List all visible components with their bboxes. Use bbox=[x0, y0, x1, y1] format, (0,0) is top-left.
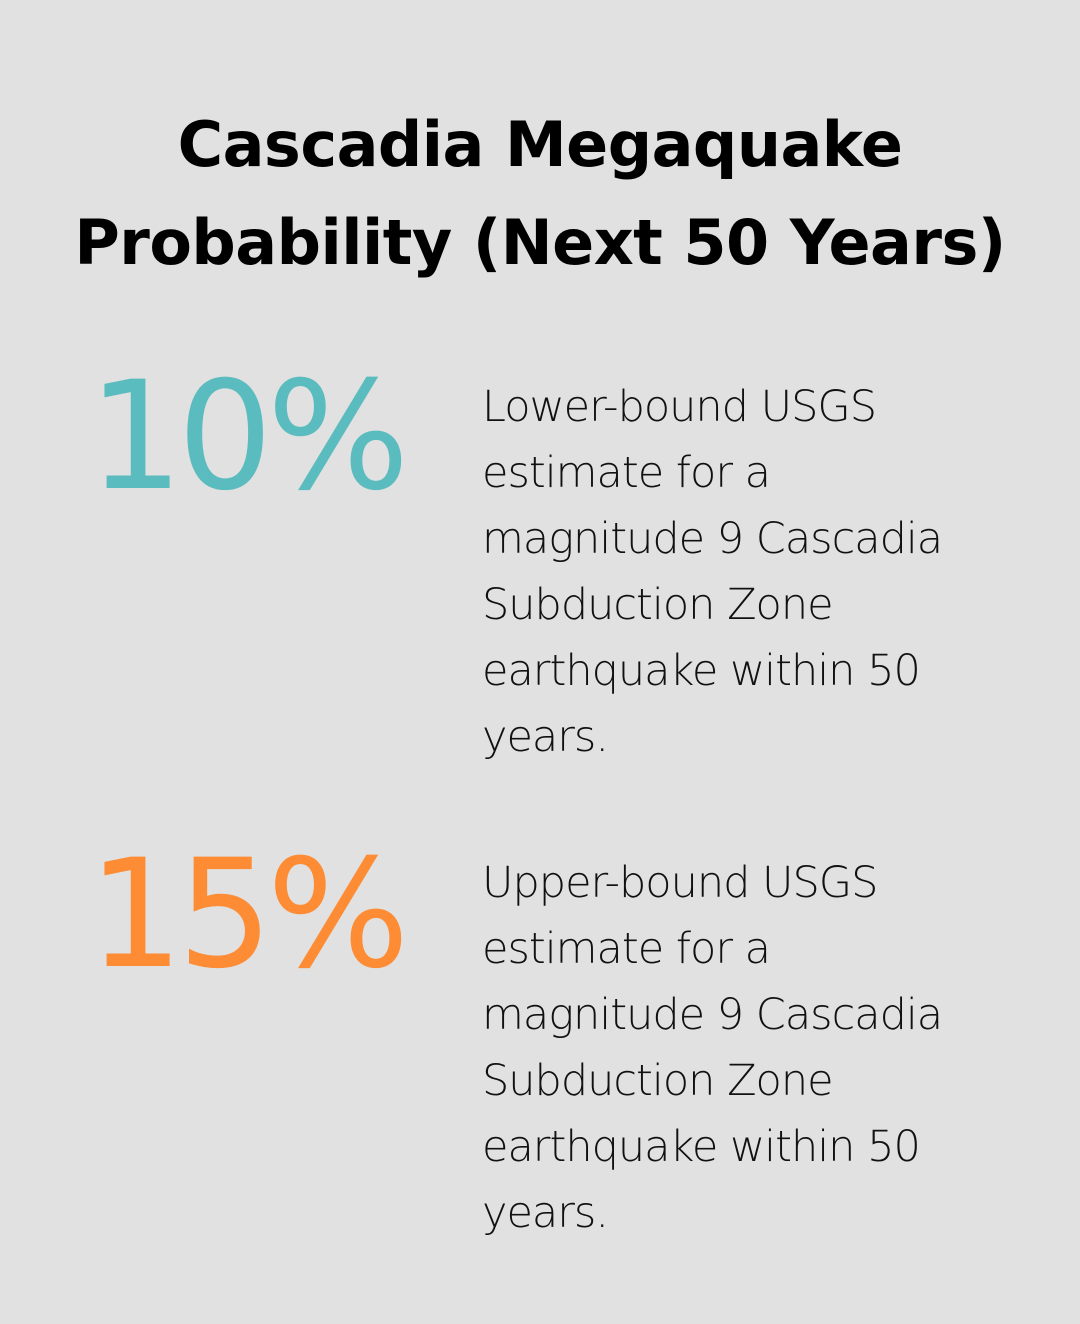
page-title: Cascadia Megaquake Probability (Next 50 … bbox=[74, 108, 1006, 279]
stat-description-lower: Lower-bound USGS estimate for a magnitud… bbox=[482, 382, 943, 762]
stat-description-upper: Upper-bound USGS estimate for a magnitud… bbox=[482, 858, 943, 1238]
stat-value-upper: 15% bbox=[88, 828, 409, 1002]
stat-value-lower: 10% bbox=[88, 350, 409, 524]
